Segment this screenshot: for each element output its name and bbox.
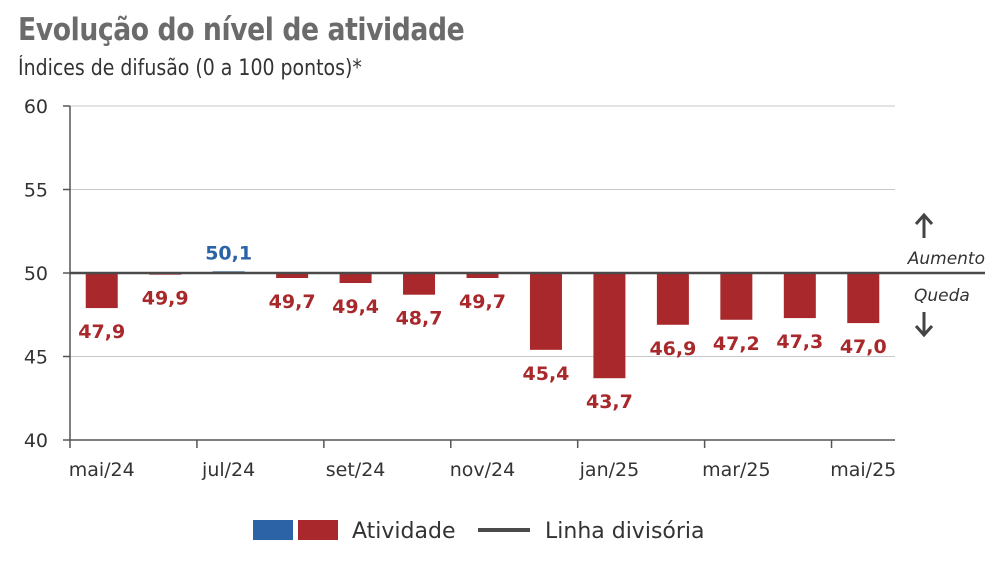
- bar-dez/24: [529, 273, 562, 350]
- x-tick-label: mai/24: [69, 459, 135, 481]
- data-label: 50,1: [205, 242, 252, 264]
- bar-mai/24: [85, 273, 118, 309]
- bar-jan/25: [593, 273, 626, 379]
- x-tick-label: jan/25: [579, 459, 640, 481]
- bar-fev/25: [656, 273, 689, 325]
- data-label: 49,7: [269, 291, 316, 313]
- annotation-down-label: Queda: [914, 286, 970, 306]
- annotation-up: Aumento: [907, 212, 985, 269]
- data-label: 43,7: [586, 391, 633, 413]
- data-label: 46,9: [649, 338, 696, 360]
- x-tick-label: jul/24: [201, 459, 255, 481]
- data-label: 47,0: [840, 336, 887, 358]
- data-label: 47,2: [713, 333, 760, 355]
- y-tick-label: 40: [24, 430, 48, 452]
- arrow-up-icon: [914, 212, 934, 238]
- legend: Atividade Linha divisória: [253, 519, 705, 544]
- y-tick-label: 60: [24, 96, 48, 118]
- bar-mai/25: [847, 273, 880, 324]
- data-label: 49,7: [459, 291, 506, 313]
- annotation-down: Queda: [914, 286, 970, 338]
- y-tick-label: 55: [24, 180, 48, 202]
- data-label: 47,3: [776, 331, 823, 353]
- annotation-up-label: Aumento: [907, 249, 985, 269]
- bar-mar/25: [720, 273, 753, 320]
- data-label: 49,4: [332, 296, 379, 318]
- data-label: 49,9: [142, 288, 189, 310]
- data-label: 48,7: [396, 308, 443, 330]
- legend-line-label: Linha divisória: [545, 519, 705, 544]
- bar-abr/25: [783, 273, 816, 319]
- x-tick-label: mar/25: [702, 459, 771, 481]
- bar-nov/24: [466, 273, 499, 279]
- x-tick-label: nov/24: [450, 459, 516, 481]
- legend-swatch-blue: [253, 520, 293, 540]
- x-tick-label: set/24: [326, 459, 386, 481]
- legend-series-label: Atividade: [352, 519, 455, 544]
- y-tick-label: 45: [24, 347, 48, 369]
- data-label: 45,4: [523, 363, 570, 385]
- chart-subtitle: Índices de difusão (0 a 100 pontos)*: [18, 56, 362, 81]
- bar-set/24: [339, 273, 372, 284]
- bar-ago/24: [276, 273, 309, 279]
- legend-swatch-red: [298, 520, 338, 540]
- bar-out/24: [403, 273, 436, 295]
- y-tick-label: 50: [24, 263, 48, 285]
- chart-title: Evolução do nível de atividade: [18, 12, 465, 48]
- x-tick-label: mai/25: [830, 459, 896, 481]
- arrow-down-icon: [914, 312, 934, 338]
- data-label: 47,9: [78, 321, 125, 343]
